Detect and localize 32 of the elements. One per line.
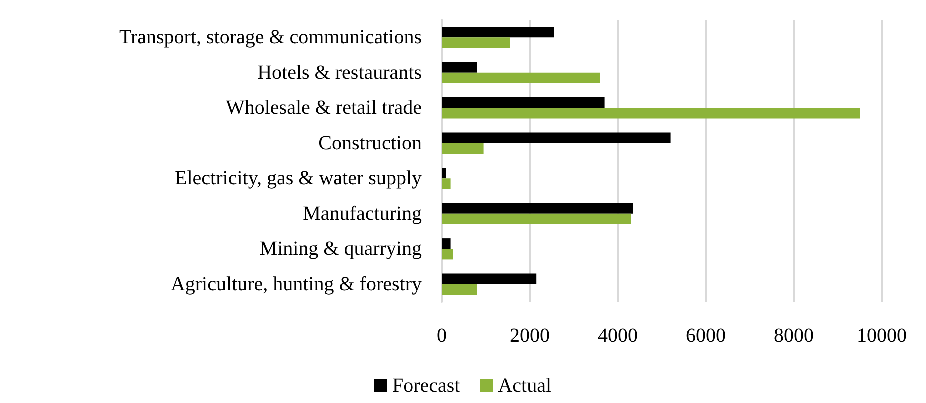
bar — [442, 238, 451, 250]
y-tick-label: Hotels & restaurants — [258, 62, 422, 84]
legend-label: Actual — [498, 375, 552, 397]
y-tick-label: Electricity, gas & water supply — [175, 168, 422, 190]
legend-label: Forecast — [392, 375, 461, 397]
bar — [442, 108, 860, 119]
x-tick-label: 2000 — [510, 325, 550, 347]
bar — [442, 72, 600, 84]
y-tick-label: Agriculture, hunting & forestry — [170, 273, 422, 296]
bar — [442, 132, 671, 144]
bar — [442, 274, 537, 284]
bar — [442, 214, 632, 224]
y-tick-label: Mining & quarrying — [260, 238, 422, 260]
bar — [442, 203, 634, 214]
x-tick-label: 4000 — [598, 325, 638, 347]
bar — [442, 62, 478, 73]
bar — [442, 284, 478, 295]
bar — [442, 27, 554, 38]
x-tick-label: 6000 — [686, 325, 726, 347]
y-tick-label: Transport, storage & communications — [119, 26, 422, 49]
bar — [442, 168, 446, 179]
bar — [442, 98, 605, 108]
x-tick-label: 10000 — [857, 325, 907, 347]
bar — [442, 143, 484, 154]
bar — [442, 38, 510, 48]
y-tick-label: Wholesale & retail trade — [226, 97, 422, 120]
y-tick-label: Manufacturing — [303, 202, 422, 225]
y-tick-label: Construction — [318, 132, 422, 154]
bar — [442, 178, 451, 190]
x-tick-label: 0 — [437, 325, 447, 347]
bar — [442, 249, 453, 260]
x-tick-label: 8000 — [774, 325, 814, 347]
